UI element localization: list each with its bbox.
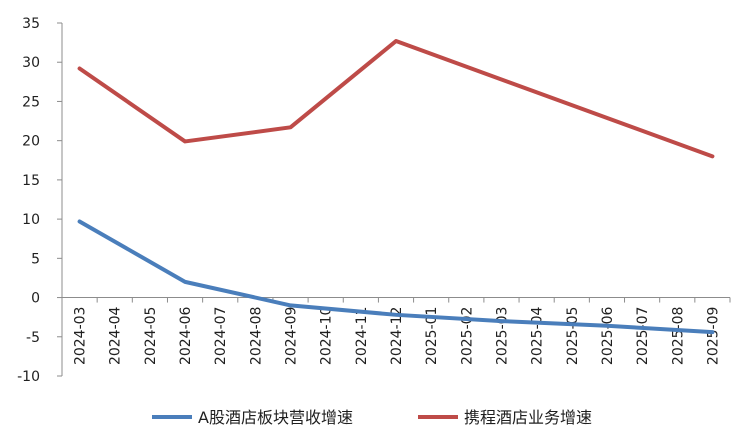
x-tick-label: 2025-07 bbox=[635, 307, 651, 366]
y-tick-label: 5 bbox=[31, 251, 40, 267]
x-tick-label: 2024-12 bbox=[389, 307, 405, 366]
x-tick-label: 2024-04 bbox=[108, 306, 124, 365]
series-line-2 bbox=[77, 39, 715, 159]
x-tick-label: 2025-04 bbox=[530, 306, 546, 365]
y-tick-label: 30 bbox=[22, 55, 40, 71]
x-tick-label: 2024-11 bbox=[354, 307, 370, 366]
x-tick-label: 2025-01 bbox=[424, 307, 440, 366]
y-tick-label: 25 bbox=[22, 94, 40, 110]
legend-label-1: A股酒店板块营收增速 bbox=[198, 408, 353, 427]
y-tick-label: 20 bbox=[22, 134, 40, 150]
x-tick-label: 2024-03 bbox=[73, 307, 89, 366]
x-tick-label: 2025-08 bbox=[670, 307, 686, 366]
x-tick-label: 2024-08 bbox=[248, 307, 264, 366]
x-tick-label: 2025-03 bbox=[494, 307, 510, 366]
x-tick-label: 2024-10 bbox=[319, 307, 335, 366]
x-tick-label: 2025-05 bbox=[565, 307, 581, 366]
x-tick-label: 2025-06 bbox=[600, 306, 616, 365]
series-line-1 bbox=[77, 219, 715, 335]
y-tick-label: -10 bbox=[17, 369, 40, 385]
x-tick-label: 2024-07 bbox=[213, 307, 229, 366]
y-tick-label: -5 bbox=[26, 330, 40, 346]
x-tick-label: 2024-09 bbox=[284, 307, 300, 366]
x-tick-label: 2025-02 bbox=[459, 307, 475, 366]
y-tick-label: 15 bbox=[22, 173, 40, 189]
y-tick-label: 0 bbox=[31, 291, 40, 307]
x-tick-label: 2024-06 bbox=[178, 306, 194, 365]
x-tick-label: 2025-09 bbox=[705, 307, 721, 366]
y-tick-label: 10 bbox=[22, 212, 40, 228]
y-tick-label: 35 bbox=[22, 16, 40, 32]
x-tick-label: 2024-05 bbox=[143, 307, 159, 366]
legend-label-2: 携程酒店业务增速 bbox=[464, 408, 592, 427]
